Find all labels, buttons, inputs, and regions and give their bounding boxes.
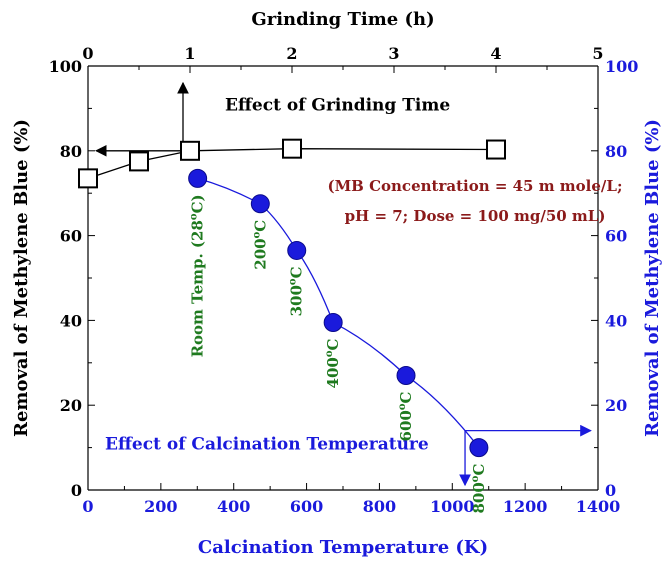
right-y-tick-label: 60 [605, 227, 627, 246]
conditions-line-1: (MB Concentration = 45 m mole/L; [327, 177, 622, 195]
bottom-x-tick-label: 800 [363, 497, 396, 516]
right-y-tick-label: 100 [605, 57, 638, 76]
right-y-tick-label: 80 [605, 142, 627, 161]
bottom-x-tick-label: 1200 [503, 497, 548, 516]
temperature-label: Room Temp. (28oC) [189, 194, 207, 357]
left-y-tick-label: 100 [49, 57, 82, 76]
left-y-axis-title: Removal of Methylene Blue (%) [11, 119, 32, 437]
temperature-label: 600oC [397, 391, 415, 441]
right-y-axis-title: Removal of Methylene Blue (%) [642, 119, 663, 437]
temperature-label: 800oC [470, 464, 488, 514]
calcination-series-label: Effect of Calcination Temperature [105, 435, 429, 455]
grinding-time-point [486, 139, 506, 160]
bottom-x-tick-label: 400 [217, 497, 250, 516]
bottom-x-tick-label: 600 [290, 497, 323, 516]
temperature-label: 400oC [324, 338, 342, 388]
top-x-tick-label: 2 [286, 44, 297, 63]
bottom-x-tick-label: 1000 [430, 497, 475, 516]
grinding-time-point [129, 151, 149, 172]
grinding-time-point [282, 138, 302, 159]
top-x-tick-label: 0 [82, 44, 93, 63]
calcination-temperature-point [469, 438, 489, 458]
left-y-tick-label: 40 [60, 311, 82, 330]
bottom-x-tick-label: 200 [144, 497, 177, 516]
grinding-time-point [78, 168, 98, 189]
top-x-axis-title: Grinding Time (h) [251, 9, 434, 30]
right-y-tick-label: 0 [605, 481, 616, 500]
conditions-line-2: pH = 7; Dose = 100 mg/50 mL) [345, 207, 606, 225]
left-y-tick-label: 0 [71, 481, 82, 500]
top-x-tick-label: 4 [490, 44, 501, 63]
grinding-series-label: Effect of Grinding Time [225, 96, 450, 116]
calcination-temperature-point [188, 168, 208, 188]
right-y-tick-label: 40 [605, 311, 627, 330]
temperature-label: 300oC [288, 266, 306, 316]
top-x-tick-label: 3 [388, 44, 399, 63]
calcination-temperature-point [287, 240, 307, 260]
temperature-label: 200oC [251, 220, 269, 270]
calcination-temperature-point [250, 194, 270, 214]
left-y-tick-label: 60 [60, 227, 82, 246]
grinding-time-point [180, 140, 200, 161]
left-y-tick-label: 80 [60, 142, 82, 161]
calcination-temperature-point [396, 366, 416, 386]
top-x-tick-label: 5 [592, 44, 603, 63]
bottom-x-axis-title: Calcination Temperature (K) [198, 537, 488, 558]
top-x-tick-label: 1 [184, 44, 195, 63]
bottom-x-tick-label: 1400 [576, 497, 621, 516]
calcination-temperature-point [323, 313, 343, 333]
right-y-tick-label: 20 [605, 396, 627, 415]
bottom-x-tick-label: 0 [82, 497, 93, 516]
left-y-tick-label: 20 [60, 396, 82, 415]
